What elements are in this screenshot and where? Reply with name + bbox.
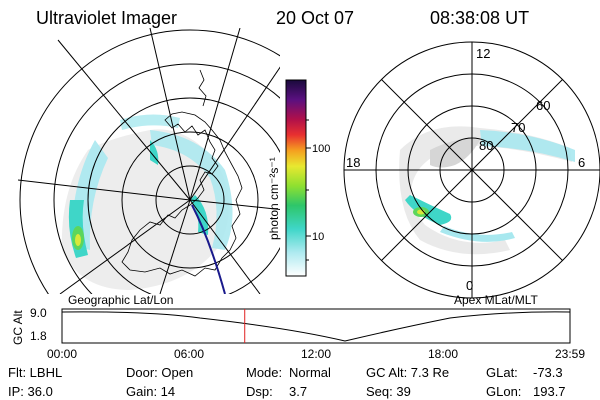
door-info: Door: Open	[126, 365, 194, 380]
aurora-emission-geo	[61, 114, 233, 290]
mlt-label-6: 6	[578, 155, 585, 170]
date-label: 20 Oct 07	[276, 8, 355, 28]
altitude-xtick-0000: 00:00	[47, 347, 77, 361]
gain-info: Gain: 14	[126, 384, 176, 399]
altitude-plot-frame	[61, 308, 571, 344]
instrument-title: Ultraviolet Imager	[36, 8, 178, 28]
colorbar-tick-10: 10	[312, 231, 324, 243]
mlt-label-18: 18	[346, 155, 360, 170]
gc-alt-info: GC Alt: 7.3 Re	[366, 365, 450, 380]
mlt-label-12: 12	[476, 46, 490, 61]
altitude-plot: GC Alt 9.0 1.8 00:00 06:00 12:00 18:00 2…	[11, 306, 585, 361]
mlt-polar-plot: 12 18 6 0 60 70 80	[343, 41, 600, 299]
glat-label: GLat:	[486, 365, 518, 380]
colorbar-tick-100: 100	[312, 143, 330, 155]
left-panel-label: Geographic Lat/Lon	[68, 293, 173, 307]
mlt-label-0: 0	[466, 278, 473, 293]
glat-value: -73.3	[533, 365, 563, 380]
colorbar: 100 10 photon cm⁻²s⁻¹	[267, 79, 330, 277]
altitude-xtick-1200: 12:00	[301, 347, 331, 361]
ip-info: IP: 36.0	[8, 384, 53, 399]
latitude-grid	[19, 29, 280, 294]
altitude-ylabel: GC Alt	[11, 310, 25, 345]
time-label: 08:38:08 UT	[430, 8, 530, 28]
lat-label-80: 80	[479, 138, 493, 153]
lat-label-60: 60	[536, 98, 550, 113]
satellite-track	[191, 204, 226, 294]
altitude-ytick-high: 9.0	[30, 306, 47, 320]
glon-value: 193.7	[533, 384, 566, 399]
altitude-curve	[61, 311, 571, 342]
altitude-xtick-0600: 06:00	[174, 347, 204, 361]
dsp-label: Dsp:	[246, 384, 273, 399]
coastline	[121, 111, 243, 277]
filter-info: Flt: LBHL	[8, 365, 63, 380]
right-panel-label: Apex MLat/MLT	[454, 293, 538, 307]
altitude-ytick-low: 1.8	[30, 329, 47, 343]
mode-label: Mode:	[246, 365, 283, 380]
altitude-xtick-2359: 23:59	[555, 347, 585, 361]
colorbar-scale	[285, 79, 307, 277]
glon-label: GLon:	[486, 384, 522, 399]
colorbar-unit-label: photon cm⁻²s⁻¹	[267, 157, 281, 240]
geographic-map	[18, 28, 280, 294]
seq-info: Seq: 39	[366, 384, 411, 399]
altitude-xtick-1800: 18:00	[428, 347, 458, 361]
lat-label-70: 70	[511, 120, 525, 135]
dsp-value: 3.7	[289, 384, 308, 399]
mode-value: Normal	[289, 365, 331, 380]
coastline-peninsula	[198, 69, 207, 107]
longitude-grid	[18, 28, 280, 294]
polar-axis-diag2	[381, 79, 563, 261]
